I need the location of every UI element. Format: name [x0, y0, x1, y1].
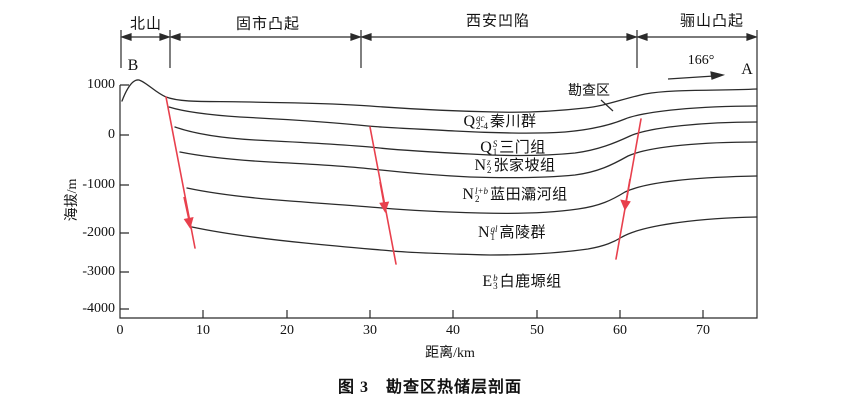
y-tick--4000: -4000: [82, 301, 115, 316]
ground-surface-line: [121, 79, 758, 113]
region-label-beishan: 北山: [129, 16, 163, 33]
axes: [119, 30, 758, 319]
x-tick-0: 0: [116, 323, 124, 338]
fault-displacement-arrows: [183, 178, 631, 229]
x-tick-50: 50: [530, 323, 544, 338]
axis-frame: [119, 30, 758, 319]
layer-boundary-lines: [121, 79, 758, 256]
elevation-axis-ticks: [120, 84, 129, 310]
x-tick-10: 10: [196, 323, 210, 338]
region-label-gushi-uplift: 固市凸起: [235, 16, 301, 33]
survey-area-leader: [600, 99, 614, 112]
distance-axis-ticks: [202, 310, 704, 318]
region-label-xian-depression: 西安凹陷: [465, 13, 531, 30]
fault-lines: [165, 96, 642, 265]
section-endpoint-a: A: [741, 61, 753, 78]
x-axis-title: 距离/km: [425, 346, 475, 361]
section-endpoint-b: B: [127, 57, 139, 74]
y-axis-title: 海拔/m: [65, 178, 80, 222]
bearing-label: 166°: [687, 53, 715, 68]
y-tick--2000: -2000: [82, 225, 115, 240]
survey-area-label: 勘查区: [568, 84, 610, 99]
region-label-lishan-uplift: 骊山凸起: [679, 13, 745, 30]
y-tick-1000: 1000: [87, 77, 115, 92]
x-tick-20: 20: [280, 323, 294, 338]
structural-unit-dividers: [120, 30, 638, 68]
x-tick-70: 70: [696, 323, 710, 338]
bearing-arrow: [667, 71, 726, 80]
figure-caption: 图 3 勘查区热储层剖面: [337, 379, 523, 396]
span-arrows: [120, 32, 758, 42]
y-tick--1000: -1000: [82, 177, 115, 192]
x-tick-30: 30: [363, 323, 377, 338]
y-tick-0: 0: [108, 127, 115, 142]
x-tick-40: 40: [446, 323, 460, 338]
layer-label-sanmen-formation: Q S 1 三门组: [480, 139, 546, 157]
y-tick--3000: -3000: [82, 264, 115, 279]
x-tick-60: 60: [613, 323, 627, 338]
